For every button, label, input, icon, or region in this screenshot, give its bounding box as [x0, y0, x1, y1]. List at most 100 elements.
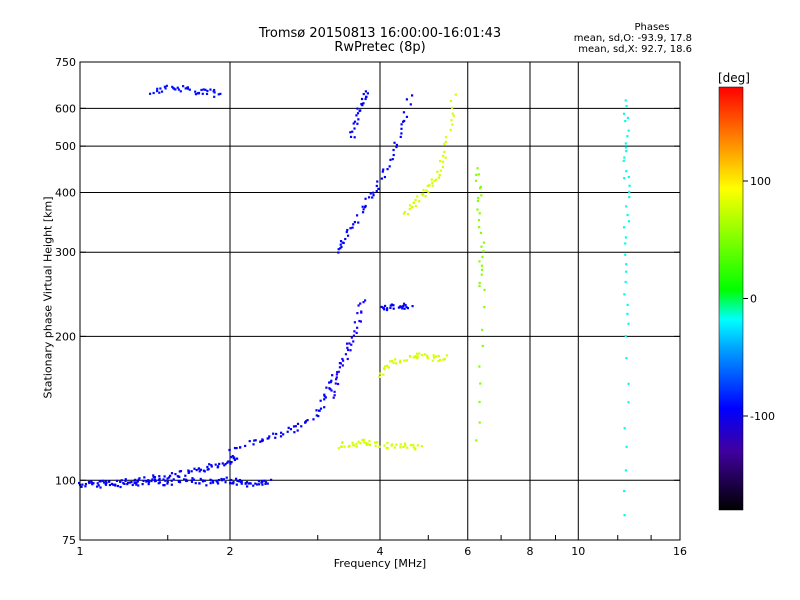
data-point [368, 443, 372, 447]
data-point [360, 97, 364, 101]
x-tick-label: 10 [571, 545, 585, 558]
data-point [178, 480, 181, 483]
data-point [152, 474, 155, 477]
x-tick-label: 8 [527, 545, 534, 558]
data-point [319, 399, 322, 402]
data-point [238, 446, 242, 449]
data-point [361, 205, 364, 208]
data-point [170, 479, 173, 482]
data-point [405, 115, 409, 118]
data-point [353, 444, 356, 447]
data-point [194, 90, 197, 93]
data-point [135, 481, 138, 484]
data-point [350, 343, 353, 346]
data-point [412, 201, 415, 204]
data-point [478, 281, 481, 285]
data-point [174, 88, 177, 91]
data-point [116, 484, 120, 488]
data-point [268, 435, 271, 438]
data-point [229, 462, 232, 465]
data-point [187, 470, 191, 473]
data-point [306, 418, 309, 422]
data-point [424, 195, 427, 198]
data-point [257, 480, 261, 483]
data-point [147, 483, 150, 486]
data-point [405, 98, 408, 101]
data-point [195, 468, 198, 472]
data-point [414, 204, 417, 207]
data-point [274, 436, 277, 439]
data-point [205, 484, 208, 487]
data-point [352, 340, 355, 343]
x-tick-label: 6 [464, 545, 471, 558]
data-point [431, 359, 434, 362]
data-point [476, 199, 480, 203]
data-point [338, 366, 342, 369]
data-point [162, 478, 165, 481]
data-point [334, 382, 337, 385]
data-point [426, 354, 429, 357]
data-point [410, 94, 414, 97]
data-point [252, 443, 255, 446]
data-point [318, 409, 321, 412]
data-point [400, 132, 403, 135]
data-point [229, 456, 233, 459]
data-point [259, 440, 262, 443]
data-point [330, 379, 333, 382]
data-point [159, 87, 162, 90]
data-point [128, 481, 132, 484]
data-point [341, 364, 344, 367]
data-point [363, 299, 367, 302]
data-point [450, 119, 453, 122]
data-point [359, 320, 363, 323]
data-point [427, 190, 430, 194]
data-point [399, 446, 402, 449]
data-point [282, 433, 285, 436]
data-point [406, 212, 410, 216]
data-point [344, 237, 347, 241]
data-point [477, 219, 481, 222]
data-point [356, 107, 359, 110]
data-point [624, 280, 627, 284]
data-point [222, 478, 225, 481]
data-point [198, 482, 201, 485]
data-point [624, 119, 627, 123]
data-point [421, 192, 424, 195]
y-tick-label: 75 [62, 534, 76, 547]
data-point [119, 485, 122, 489]
data-point [480, 268, 484, 271]
data-point [162, 484, 165, 487]
data-point [333, 394, 336, 397]
data-point [90, 480, 93, 483]
data-point [133, 479, 136, 482]
data-point [363, 438, 366, 441]
data-point [230, 461, 233, 464]
data-point [141, 483, 144, 486]
grid-lines [80, 62, 680, 540]
data-point [402, 212, 406, 215]
data-point [445, 354, 448, 357]
data-point [330, 389, 333, 392]
y-tick-label: 400 [55, 186, 76, 199]
data-point [96, 482, 99, 485]
data-point [386, 447, 389, 450]
data-point [151, 478, 154, 481]
data-point [346, 228, 349, 232]
data-point [95, 485, 99, 488]
data-point [217, 478, 221, 482]
data-point [624, 253, 627, 256]
data-point [171, 85, 174, 88]
data-point [166, 482, 169, 485]
data-point [143, 476, 146, 479]
data-point [452, 114, 455, 117]
data-point [206, 89, 209, 93]
data-point [393, 141, 396, 144]
data-point [188, 88, 191, 91]
data-point [150, 479, 153, 483]
data-point [317, 414, 320, 418]
data-point [384, 365, 387, 368]
data-point [97, 484, 100, 487]
data-point [193, 467, 196, 470]
data-point [356, 122, 359, 125]
data-point [483, 306, 486, 309]
